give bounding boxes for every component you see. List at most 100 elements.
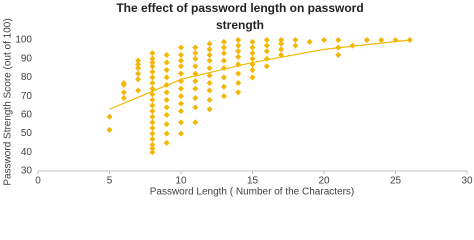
page: {"chart_data": {"type": "scatter", "titl… <box>2 1 473 198</box>
x-axis-label: Password Length ( Number of the Characte… <box>150 187 355 198</box>
point <box>163 59 170 66</box>
y-tick-label: 100 <box>15 35 32 46</box>
point <box>178 85 184 92</box>
point <box>149 80 156 87</box>
x-tick-label: 25 <box>390 176 402 187</box>
chart-title: strength <box>216 18 264 32</box>
point <box>192 119 199 126</box>
point <box>263 63 270 70</box>
y-tick-label: 40 <box>21 147 33 158</box>
x-tick-label: 5 <box>107 176 113 187</box>
point <box>178 119 184 126</box>
point <box>263 42 270 49</box>
point <box>163 74 170 81</box>
point <box>163 121 170 128</box>
point <box>263 37 270 43</box>
point <box>249 50 256 57</box>
point <box>149 149 156 156</box>
point <box>220 74 227 81</box>
point <box>192 85 199 92</box>
point <box>249 55 256 62</box>
y-tick-label: 70 <box>21 91 33 102</box>
point <box>178 130 184 137</box>
point <box>135 76 142 83</box>
point <box>278 40 285 47</box>
point <box>306 38 313 45</box>
point <box>149 63 156 70</box>
point <box>192 78 199 85</box>
point <box>149 102 156 109</box>
point <box>163 51 170 58</box>
point <box>106 126 113 133</box>
point <box>192 50 199 57</box>
point <box>178 70 184 77</box>
point <box>178 100 184 107</box>
point <box>206 65 213 72</box>
point <box>135 65 142 72</box>
point <box>249 38 256 45</box>
point <box>235 37 242 43</box>
point <box>220 57 227 64</box>
chart: The effect of password length on passwor… <box>3 1 473 198</box>
point <box>149 55 156 62</box>
point <box>149 124 156 131</box>
point <box>106 113 113 120</box>
point <box>178 63 184 70</box>
point <box>206 40 213 47</box>
point <box>163 111 170 118</box>
point <box>235 53 242 60</box>
point <box>335 51 342 58</box>
point <box>149 119 156 126</box>
x-tick-label: 15 <box>247 176 259 187</box>
trendline <box>109 39 410 110</box>
point <box>163 130 170 137</box>
point <box>278 46 285 53</box>
point <box>321 37 327 43</box>
y-tick-label: 60 <box>21 109 33 120</box>
point <box>206 51 213 58</box>
point <box>292 37 299 43</box>
x-tick-label: 30 <box>461 176 473 187</box>
point <box>378 37 385 43</box>
point <box>206 106 213 113</box>
point <box>263 48 270 55</box>
point <box>178 51 184 58</box>
point <box>163 89 170 96</box>
point <box>192 63 199 70</box>
y-tick-label: 30 <box>21 166 33 177</box>
point <box>135 61 142 68</box>
point <box>220 44 227 51</box>
point <box>149 96 156 103</box>
point <box>220 83 227 90</box>
point <box>163 66 170 73</box>
point <box>206 87 213 94</box>
point <box>149 108 156 115</box>
point <box>335 37 342 43</box>
point <box>192 104 199 111</box>
point <box>192 44 199 51</box>
point <box>220 93 227 100</box>
x-tick-label: 20 <box>318 176 330 187</box>
point <box>149 141 156 148</box>
x-tick-label: 10 <box>175 176 187 187</box>
y-tick-label: 90 <box>21 53 33 64</box>
point <box>235 70 242 77</box>
point <box>178 108 184 115</box>
point <box>178 57 184 64</box>
y-tick-label: 80 <box>21 72 33 83</box>
point <box>235 48 242 55</box>
point <box>235 80 242 87</box>
point <box>249 44 256 51</box>
point <box>149 50 156 57</box>
point <box>149 74 156 81</box>
point <box>135 70 142 77</box>
x-tick-label: 0 <box>35 176 41 187</box>
point <box>149 113 156 120</box>
point <box>278 37 285 43</box>
point <box>349 42 356 49</box>
point <box>249 66 256 73</box>
point <box>120 89 127 96</box>
point <box>220 38 227 45</box>
point <box>192 55 199 62</box>
point <box>149 59 156 66</box>
